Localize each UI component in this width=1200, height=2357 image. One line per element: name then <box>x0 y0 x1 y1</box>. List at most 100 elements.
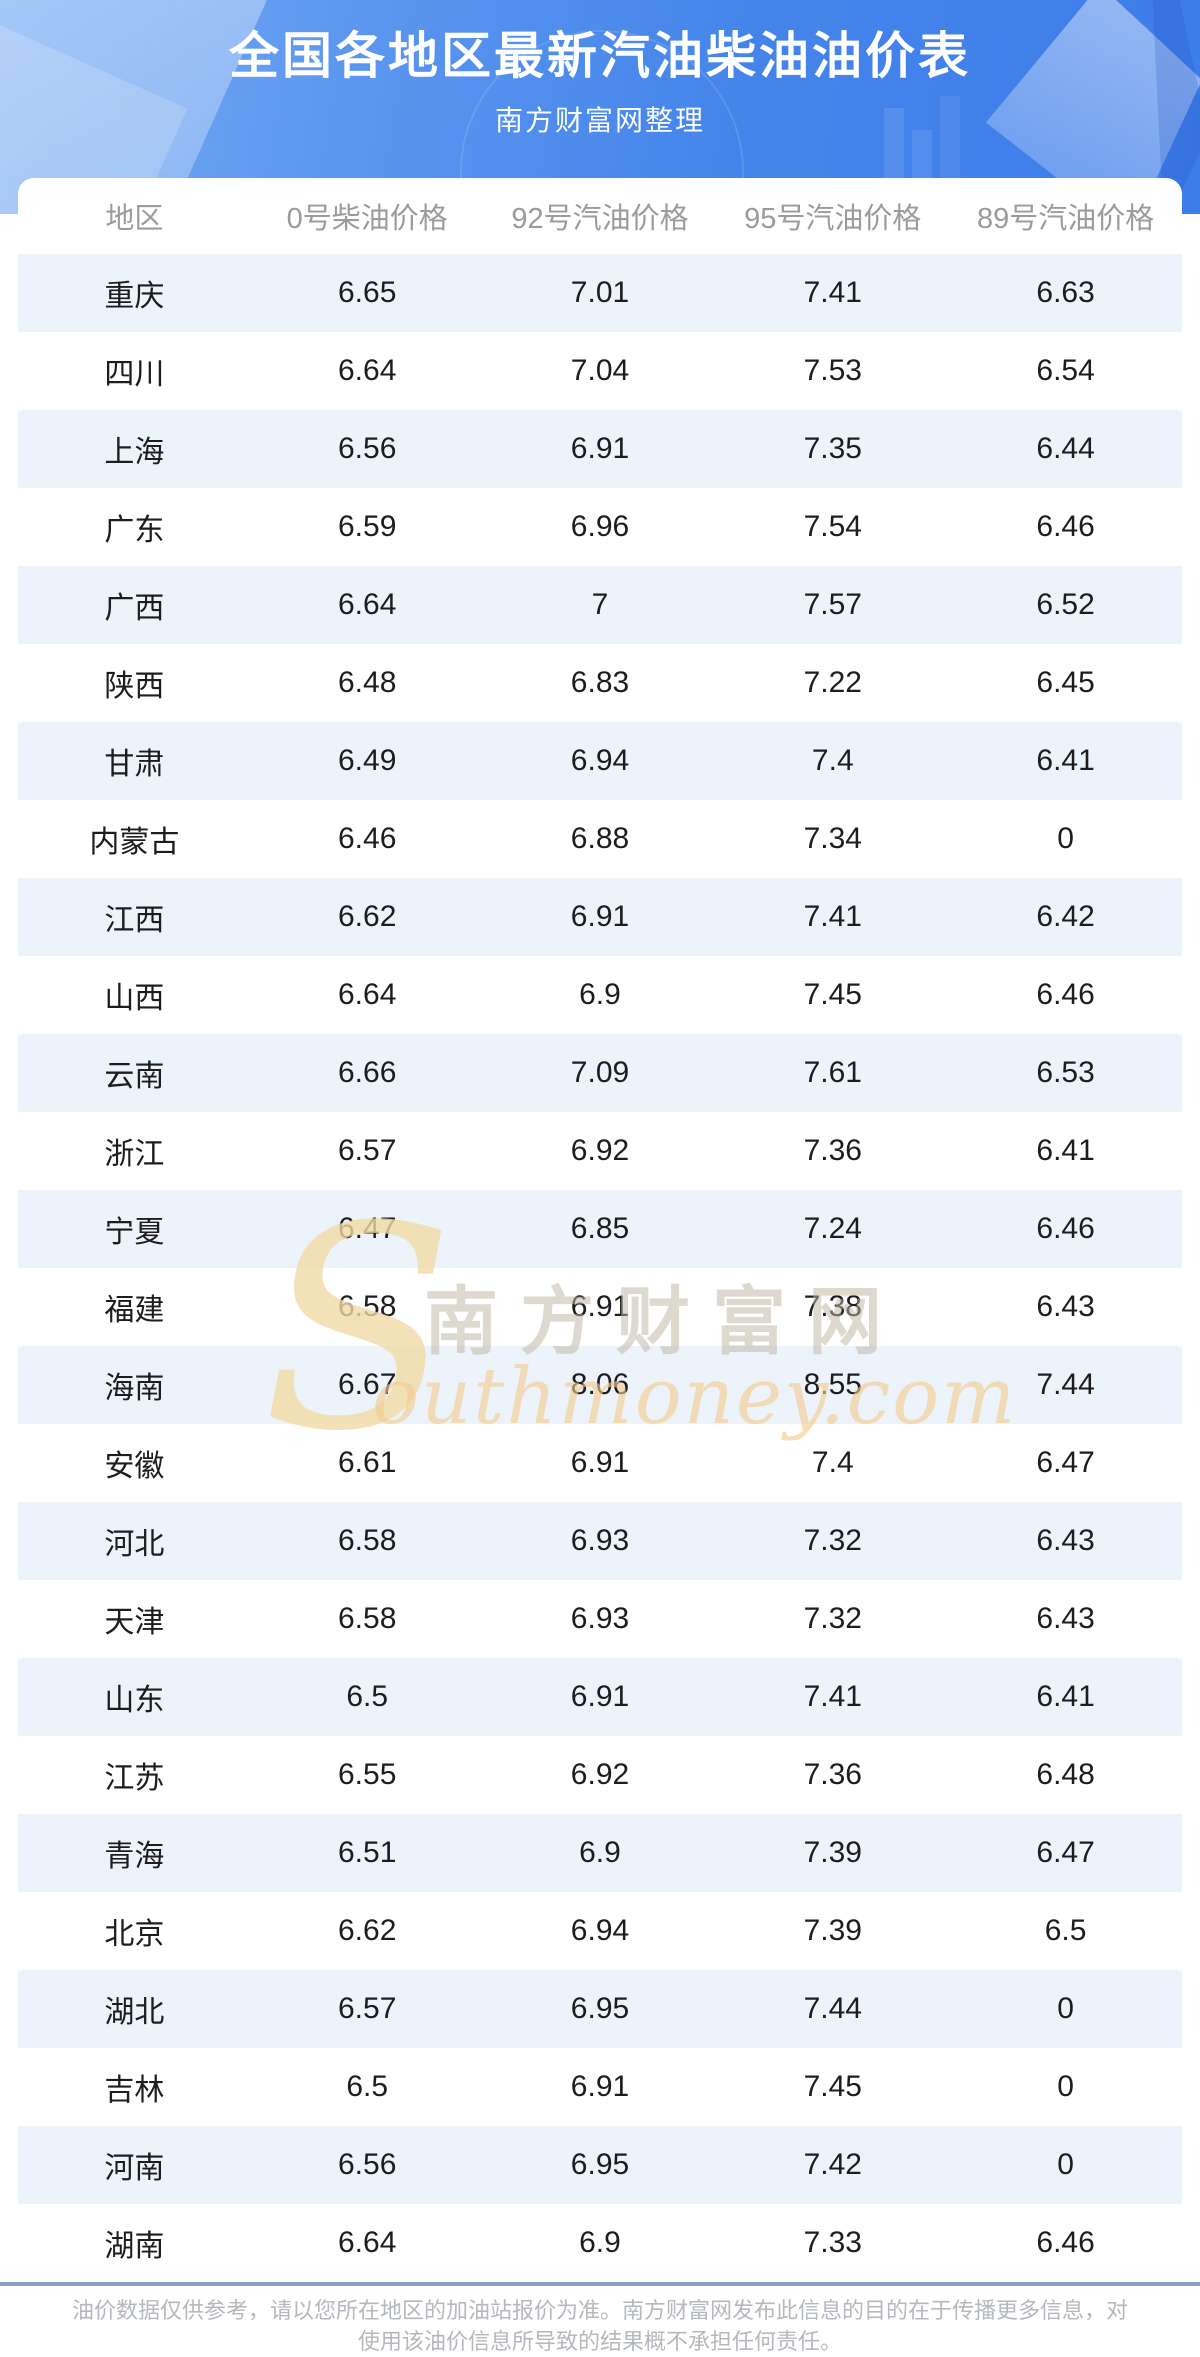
diesel-0-price-cell: 6.5 <box>346 1680 389 1713</box>
table-row: 湖南 6.64 6.9 7.33 6.46 <box>18 2204 1182 2282</box>
gas-92-price-cell: 6.93 <box>570 1524 630 1557</box>
column-header: 地区 <box>105 203 164 235</box>
diesel-0-price-cell: 6.49 <box>338 744 397 777</box>
gas-95-price-cell: 7.4 <box>811 744 854 777</box>
gas-92-price-cell: 7.04 <box>570 354 630 387</box>
gas-95-price-cell: 7.36 <box>803 1134 862 1167</box>
gas-95-price-cell: 7.39 <box>803 1914 862 1947</box>
table-row: 河北 6.58 6.93 7.32 6.43 <box>18 1502 1182 1580</box>
gas-95-price-cell: 7.4 <box>811 1446 854 1479</box>
diesel-0-price-cell: 6.58 <box>338 1290 397 1323</box>
diesel-0-price-cell: 6.58 <box>338 1602 397 1635</box>
gas-95-price-cell: 7.41 <box>803 900 862 933</box>
table-header-row: 地区 0号柴油价格 92号汽油价格 95号汽油价格 89号汽油价格 <box>18 178 1182 254</box>
region-cell: 江苏 <box>104 1762 165 1795</box>
column-header: 89号汽油价格 <box>976 203 1155 235</box>
table-row: 吉林 6.5 6.91 7.45 0 <box>18 2048 1182 2126</box>
region-cell: 海南 <box>104 1372 165 1405</box>
gas-92-price-cell: 6.92 <box>570 1758 630 1791</box>
diesel-0-price-cell: 6.57 <box>338 1992 397 2025</box>
gas-95-price-cell: 7.45 <box>803 2070 862 2103</box>
gas-95-price-cell: 7.34 <box>803 822 862 855</box>
diesel-0-price-cell: 6.62 <box>338 900 397 933</box>
table-row: 福建 6.58 6.91 7.38 6.43 <box>18 1268 1182 1346</box>
region-cell: 吉林 <box>104 2074 165 2107</box>
diesel-0-price-cell: 6.65 <box>338 276 397 309</box>
table-row: 陕西 6.48 6.83 7.22 6.45 <box>18 644 1182 722</box>
gas-89-price-cell: 6.45 <box>1036 666 1095 699</box>
region-cell: 湖北 <box>104 1996 165 2029</box>
gas-89-price-cell: 6.41 <box>1036 1680 1095 1713</box>
table-row: 青海 6.51 6.9 7.39 6.47 <box>18 1814 1182 1892</box>
region-cell: 北京 <box>104 1918 165 1951</box>
gas-92-price-cell: 6.88 <box>570 822 630 855</box>
table-row: 内蒙古 6.46 6.88 7.34 0 <box>18 800 1182 878</box>
gas-92-price-cell: 8.06 <box>570 1368 630 1401</box>
gas-92-price-cell: 6.93 <box>570 1602 630 1635</box>
gas-89-price-cell: 6.63 <box>1036 276 1095 309</box>
gas-89-price-cell: 6.41 <box>1036 744 1095 777</box>
diesel-0-price-cell: 6.46 <box>338 822 397 855</box>
table-row: 四川 6.64 7.04 7.53 6.54 <box>18 332 1182 410</box>
gas-95-price-cell: 7.32 <box>803 1602 862 1635</box>
diesel-0-price-cell: 6.64 <box>338 354 397 387</box>
region-cell: 山东 <box>104 1684 165 1717</box>
table-row: 重庆 6.65 7.01 7.41 6.63 <box>18 254 1182 332</box>
gas-95-price-cell: 7.24 <box>803 1212 862 1245</box>
region-cell: 上海 <box>104 436 165 469</box>
table-row: 广西 6.64 7 7.57 6.52 <box>18 566 1182 644</box>
gas-89-price-cell: 0 <box>1057 2070 1074 2103</box>
diesel-0-price-cell: 6.58 <box>338 1524 397 1557</box>
gas-92-price-cell: 6.9 <box>579 2226 621 2259</box>
table-row: 河南 6.56 6.95 7.42 0 <box>18 2126 1182 2204</box>
table-row: 山东 6.5 6.91 7.41 6.41 <box>18 1658 1182 1736</box>
region-cell: 重庆 <box>104 280 165 313</box>
gas-89-price-cell: 6.42 <box>1036 900 1095 933</box>
gas-89-price-cell: 6.47 <box>1036 1836 1095 1869</box>
diesel-0-price-cell: 6.59 <box>338 510 397 543</box>
gas-92-price-cell: 6.92 <box>570 1134 630 1167</box>
page-subtitle: 南方财富网整理 <box>494 105 705 136</box>
gas-89-price-cell: 6.54 <box>1036 354 1095 387</box>
gas-92-price-cell: 6.91 <box>570 2070 630 2103</box>
table-row: 江苏 6.55 6.92 7.36 6.48 <box>18 1736 1182 1814</box>
gas-95-price-cell: 8.55 <box>803 1368 862 1401</box>
table-row: 天津 6.58 6.93 7.32 6.43 <box>18 1580 1182 1658</box>
gas-92-price-cell: 6.91 <box>570 1680 630 1713</box>
region-cell: 安徽 <box>104 1450 165 1483</box>
gas-89-price-cell: 6.44 <box>1036 432 1095 465</box>
disclaimer-footer: 油价数据仅供参考，请以您所在地区的加油站报价为准。南方财富网发布此信息的目的在于… <box>0 2282 1200 2354</box>
column-header: 0号柴油价格 <box>286 203 448 235</box>
gas-95-price-cell: 7.35 <box>803 432 862 465</box>
diesel-0-price-cell: 6.67 <box>338 1368 397 1401</box>
price-table-card: 地区 0号柴油价格 92号汽油价格 95号汽油价格 89号汽油价格 重庆 6.65 7.… <box>18 178 1182 2282</box>
region-cell: 山西 <box>104 982 165 1015</box>
region-cell: 湖南 <box>104 2230 165 2263</box>
gas-92-price-cell: 6.9 <box>579 978 621 1011</box>
gas-92-price-cell: 6.95 <box>570 2148 630 2181</box>
diesel-0-price-cell: 6.57 <box>338 1134 397 1167</box>
gas-89-price-cell: 0 <box>1057 822 1074 855</box>
diesel-0-price-cell: 6.64 <box>338 2226 397 2259</box>
gas-89-price-cell: 7.44 <box>1036 1368 1095 1401</box>
disclaimer-line-1: 油价数据仅供参考，请以您所在地区的加油站报价为准。南方财富网发布此信息的目的在于… <box>71 2298 1128 2323</box>
table-row: 云南 6.66 7.09 7.61 6.53 <box>18 1034 1182 1112</box>
gas-95-price-cell: 7.57 <box>803 588 862 621</box>
region-cell: 青海 <box>104 1840 165 1873</box>
gas-95-price-cell: 7.32 <box>803 1524 862 1557</box>
diesel-0-price-cell: 6.62 <box>338 1914 397 1947</box>
gas-89-price-cell: 6.46 <box>1036 2226 1095 2259</box>
region-cell: 河南 <box>104 2152 165 2185</box>
region-cell: 四川 <box>104 358 165 391</box>
table-row: 宁夏 6.47 6.85 7.24 6.46 <box>18 1190 1182 1268</box>
region-cell: 江西 <box>104 904 165 937</box>
gas-92-price-cell: 6.83 <box>570 666 630 699</box>
gas-89-price-cell: 6.46 <box>1036 1212 1095 1245</box>
diesel-0-price-cell: 6.48 <box>338 666 397 699</box>
table-body: 重庆 6.65 7.01 7.41 6.63 四川 6.64 7.04 7.53… <box>18 254 1182 2282</box>
gas-95-price-cell: 7.39 <box>803 1836 862 1869</box>
gas-92-price-cell: 6.94 <box>570 744 630 777</box>
gas-95-price-cell: 7.38 <box>803 1290 862 1323</box>
table-row: 广东 6.59 6.96 7.54 6.46 <box>18 488 1182 566</box>
table-row: 山西 6.64 6.9 7.45 6.46 <box>18 956 1182 1034</box>
